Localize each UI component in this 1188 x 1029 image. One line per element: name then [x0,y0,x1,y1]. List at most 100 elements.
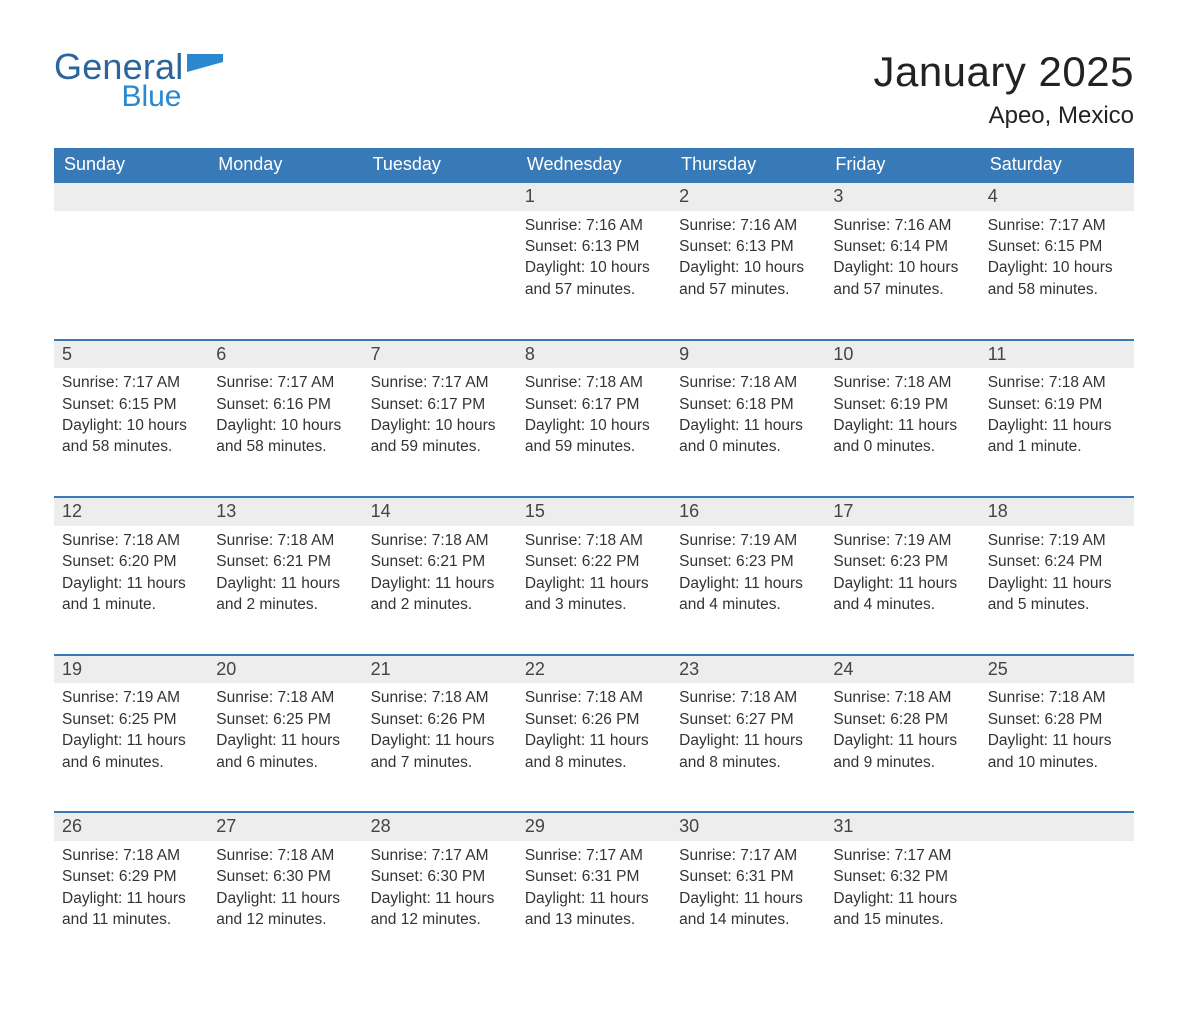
day-details: Sunrise: 7:18 AMSunset: 6:26 PMDaylight:… [363,683,517,781]
sunrise-line: Sunrise: 7:18 AM [833,687,971,708]
day-cell: Sunrise: 7:18 AMSunset: 6:19 PMDaylight:… [825,368,979,496]
daylight-line: Daylight: 11 hours and 8 minutes. [525,730,663,773]
sunrise-line: Sunrise: 7:19 AM [679,530,817,551]
sunset-line: Sunset: 6:16 PM [216,394,354,415]
month-title: January 2025 [873,48,1134,96]
sunrise-line: Sunrise: 7:18 AM [988,372,1126,393]
day-cell: Sunrise: 7:18 AMSunset: 6:21 PMDaylight:… [363,526,517,654]
day-number: 20 [208,654,362,684]
day-number: 30 [671,811,825,841]
day-details: Sunrise: 7:17 AMSunset: 6:32 PMDaylight:… [825,841,979,939]
day-cell [363,211,517,339]
sunset-line: Sunset: 6:17 PM [525,394,663,415]
sunset-line: Sunset: 6:19 PM [833,394,971,415]
sunrise-line: Sunrise: 7:17 AM [679,845,817,866]
day-number: 4 [980,181,1134,211]
day-number: 5 [54,339,208,369]
header: General Blue January 2025 Apeo, Mexico [54,48,1134,130]
week-daynum-row: 12131415161718 [54,496,1134,526]
sunrise-line: Sunrise: 7:18 AM [525,530,663,551]
day-cell: Sunrise: 7:16 AMSunset: 6:14 PMDaylight:… [825,211,979,339]
day-number: 16 [671,496,825,526]
day-cell: Sunrise: 7:17 AMSunset: 6:31 PMDaylight:… [671,841,825,969]
day-details: Sunrise: 7:17 AMSunset: 6:15 PMDaylight:… [980,211,1134,309]
day-cell: Sunrise: 7:17 AMSunset: 6:15 PMDaylight:… [54,368,208,496]
day-cell: Sunrise: 7:18 AMSunset: 6:26 PMDaylight:… [517,683,671,811]
daylight-line: Daylight: 10 hours and 57 minutes. [833,257,971,300]
day-number [363,181,517,211]
sunrise-line: Sunrise: 7:18 AM [62,845,200,866]
day-cell [980,841,1134,969]
daylight-line: Daylight: 11 hours and 11 minutes. [62,888,200,931]
day-details: Sunrise: 7:17 AMSunset: 6:31 PMDaylight:… [517,841,671,939]
sunrise-line: Sunrise: 7:17 AM [62,372,200,393]
day-number: 3 [825,181,979,211]
day-details: Sunrise: 7:16 AMSunset: 6:14 PMDaylight:… [825,211,979,309]
day-number: 18 [980,496,1134,526]
sunset-line: Sunset: 6:13 PM [679,236,817,257]
day-details: Sunrise: 7:18 AMSunset: 6:17 PMDaylight:… [517,368,671,466]
sunrise-line: Sunrise: 7:18 AM [525,372,663,393]
sunrise-line: Sunrise: 7:18 AM [988,687,1126,708]
day-number: 24 [825,654,979,684]
day-details: Sunrise: 7:18 AMSunset: 6:19 PMDaylight:… [980,368,1134,466]
weekday-header: Sunday [54,148,208,181]
day-details: Sunrise: 7:17 AMSunset: 6:17 PMDaylight:… [363,368,517,466]
day-details: Sunrise: 7:18 AMSunset: 6:26 PMDaylight:… [517,683,671,781]
sunrise-line: Sunrise: 7:17 AM [216,372,354,393]
day-details: Sunrise: 7:17 AMSunset: 6:16 PMDaylight:… [208,368,362,466]
sunset-line: Sunset: 6:25 PM [62,709,200,730]
day-cell: Sunrise: 7:18 AMSunset: 6:18 PMDaylight:… [671,368,825,496]
daylight-line: Daylight: 11 hours and 1 minute. [988,415,1126,458]
day-cell: Sunrise: 7:19 AMSunset: 6:23 PMDaylight:… [825,526,979,654]
sunrise-line: Sunrise: 7:17 AM [833,845,971,866]
weekday-header: Saturday [980,148,1134,181]
sunset-line: Sunset: 6:30 PM [371,866,509,887]
day-cell: Sunrise: 7:18 AMSunset: 6:25 PMDaylight:… [208,683,362,811]
day-number: 12 [54,496,208,526]
sunset-line: Sunset: 6:30 PM [216,866,354,887]
weekday-header: Wednesday [517,148,671,181]
sunrise-line: Sunrise: 7:18 AM [525,687,663,708]
day-cell: Sunrise: 7:16 AMSunset: 6:13 PMDaylight:… [671,211,825,339]
sunrise-line: Sunrise: 7:17 AM [371,372,509,393]
day-number: 27 [208,811,362,841]
sunset-line: Sunset: 6:23 PM [833,551,971,572]
flag-icon [187,54,227,82]
sunrise-line: Sunrise: 7:18 AM [679,687,817,708]
day-details: Sunrise: 7:18 AMSunset: 6:28 PMDaylight:… [825,683,979,781]
day-cell: Sunrise: 7:17 AMSunset: 6:17 PMDaylight:… [363,368,517,496]
day-number: 23 [671,654,825,684]
daylight-line: Daylight: 11 hours and 0 minutes. [833,415,971,458]
day-number [208,181,362,211]
day-cell: Sunrise: 7:17 AMSunset: 6:30 PMDaylight:… [363,841,517,969]
sunrise-line: Sunrise: 7:18 AM [371,687,509,708]
sunset-line: Sunset: 6:15 PM [62,394,200,415]
day-number [54,181,208,211]
day-number: 28 [363,811,517,841]
daylight-line: Daylight: 11 hours and 6 minutes. [216,730,354,773]
day-cell: Sunrise: 7:18 AMSunset: 6:27 PMDaylight:… [671,683,825,811]
calendar-body: 12 34 Sunrise: 7:16 AMSunset: 6:13 PMDayli… [54,181,1134,969]
daylight-line: Daylight: 11 hours and 13 minutes. [525,888,663,931]
day-cell: Sunrise: 7:17 AMSunset: 6:16 PMDaylight:… [208,368,362,496]
week-content-row: Sunrise: 7:18 AMSunset: 6:20 PMDaylight:… [54,526,1134,654]
sunrise-line: Sunrise: 7:18 AM [371,530,509,551]
week-daynum-row: 567891011 [54,339,1134,369]
daylight-line: Daylight: 11 hours and 4 minutes. [833,573,971,616]
day-cell: Sunrise: 7:16 AMSunset: 6:13 PMDaylight:… [517,211,671,339]
day-number: 15 [517,496,671,526]
sunset-line: Sunset: 6:27 PM [679,709,817,730]
day-number: 21 [363,654,517,684]
day-number: 13 [208,496,362,526]
day-details: Sunrise: 7:18 AMSunset: 6:20 PMDaylight:… [54,526,208,624]
daylight-line: Daylight: 11 hours and 6 minutes. [62,730,200,773]
day-number: 10 [825,339,979,369]
daylight-line: Daylight: 10 hours and 57 minutes. [525,257,663,300]
day-cell: Sunrise: 7:18 AMSunset: 6:19 PMDaylight:… [980,368,1134,496]
day-number: 7 [363,339,517,369]
sunset-line: Sunset: 6:26 PM [525,709,663,730]
location: Apeo, Mexico [873,102,1134,130]
daylight-line: Daylight: 10 hours and 59 minutes. [525,415,663,458]
day-details: Sunrise: 7:18 AMSunset: 6:21 PMDaylight:… [363,526,517,624]
